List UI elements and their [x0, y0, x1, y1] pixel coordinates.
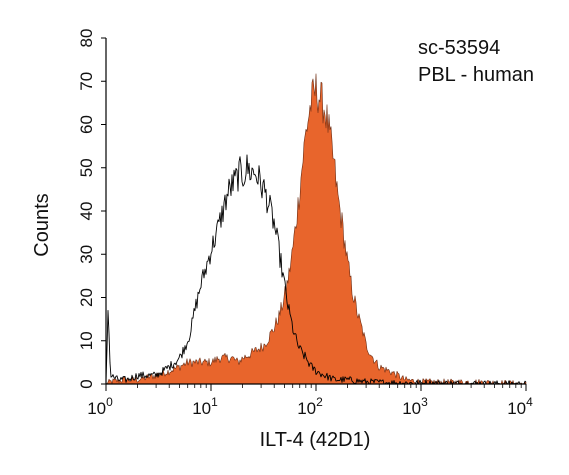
- x-tick-label: 101: [192, 395, 218, 418]
- histogram-outline-series: [105, 154, 527, 385]
- annotation-cell-type: PBL - human: [418, 64, 534, 86]
- x-tick-label: 102: [297, 395, 323, 418]
- y-tick-label: 50: [77, 158, 96, 177]
- y-axis-title: Counts: [31, 193, 53, 256]
- y-tick-label: 80: [77, 29, 96, 48]
- y-tick-label: 30: [77, 245, 96, 264]
- y-tick-label: 60: [77, 115, 96, 134]
- ticks: 0 10 20 30 40 50 60 70 80 100 101 102 103 104: [77, 29, 533, 418]
- x-tick-label: 103: [402, 395, 428, 418]
- y-tick-label: 20: [77, 288, 96, 307]
- y-tick-label: 40: [77, 202, 96, 221]
- x-tick-label: 104: [507, 395, 533, 418]
- y-tick-label: 70: [77, 72, 96, 91]
- x-axis-title: ILT-4 (42D1): [260, 429, 371, 451]
- plot-series: [105, 73, 527, 385]
- y-tick-label: 10: [77, 331, 96, 350]
- y-tick-label: 0: [77, 379, 96, 388]
- histogram-filled-series: [105, 73, 527, 385]
- x-tick-label: 100: [87, 395, 113, 418]
- annotation-sample-id: sc-53594: [418, 37, 500, 59]
